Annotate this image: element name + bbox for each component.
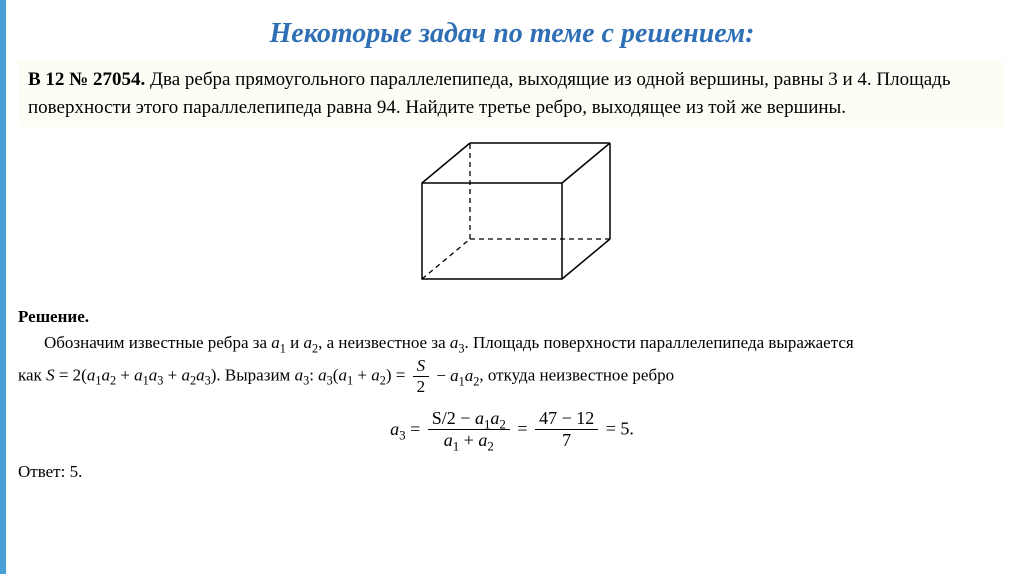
page-title: Некоторые задач по теме с решением: — [0, 0, 1024, 60]
fraction-numeric: 47 − 12 7 — [535, 409, 598, 450]
solution-final-formula: a3 = S/2 − a1a2 a1 + a2 = 47 − 12 7 = 5. — [18, 395, 1006, 460]
fraction-S-over-2: S 2 — [413, 357, 430, 396]
answer-label: Ответ: — [18, 462, 70, 481]
answer-value: 5. — [70, 462, 83, 481]
accent-left-border — [0, 0, 6, 574]
problem-text: Два ребра прямоугольного параллелепипеда… — [28, 69, 950, 118]
text-fragment: , откуда неизвестное ребро — [479, 365, 674, 384]
fraction-main: S/2 − a1a2 a1 + a2 — [428, 409, 510, 450]
solution-line-2: как S = 2(a1a2 + a1a3 + a2a3). Выразим a… — [18, 357, 1006, 396]
answer-line: Ответ: 5. — [0, 460, 1024, 484]
solution-block: Решение. Обозначим известные ребра за a1… — [0, 298, 1024, 460]
frac-denom: 7 — [535, 430, 598, 450]
frac-numer: 47 − 12 — [535, 409, 598, 430]
text-fragment: . Выразим — [216, 365, 294, 384]
solution-title: Решение. — [18, 304, 1006, 330]
frac-denom: 2 — [413, 377, 430, 396]
problem-label: В 12 № 27054. — [28, 69, 145, 90]
solution-line-1: Обозначим известные ребра за a1 и a2, а … — [18, 330, 1006, 356]
problem-statement: В 12 № 27054. Два ребра прямоугольного п… — [18, 60, 1004, 127]
text-fragment: : — [309, 365, 318, 384]
frac-numer-part: S/2 − — [432, 408, 475, 428]
text-fragment: , а неизвестное за — [318, 333, 450, 352]
text-fragment: Обозначим известные ребра за — [44, 333, 271, 352]
text-fragment: как — [18, 365, 46, 384]
text-fragment: и — [286, 333, 304, 352]
parallelepiped-diagram — [402, 131, 622, 291]
frac-numer: S — [417, 356, 426, 375]
text-fragment: . Площадь поверхности параллелепипеда вы… — [464, 333, 853, 352]
final-value: 5 — [620, 419, 629, 439]
figure-container — [0, 127, 1024, 298]
